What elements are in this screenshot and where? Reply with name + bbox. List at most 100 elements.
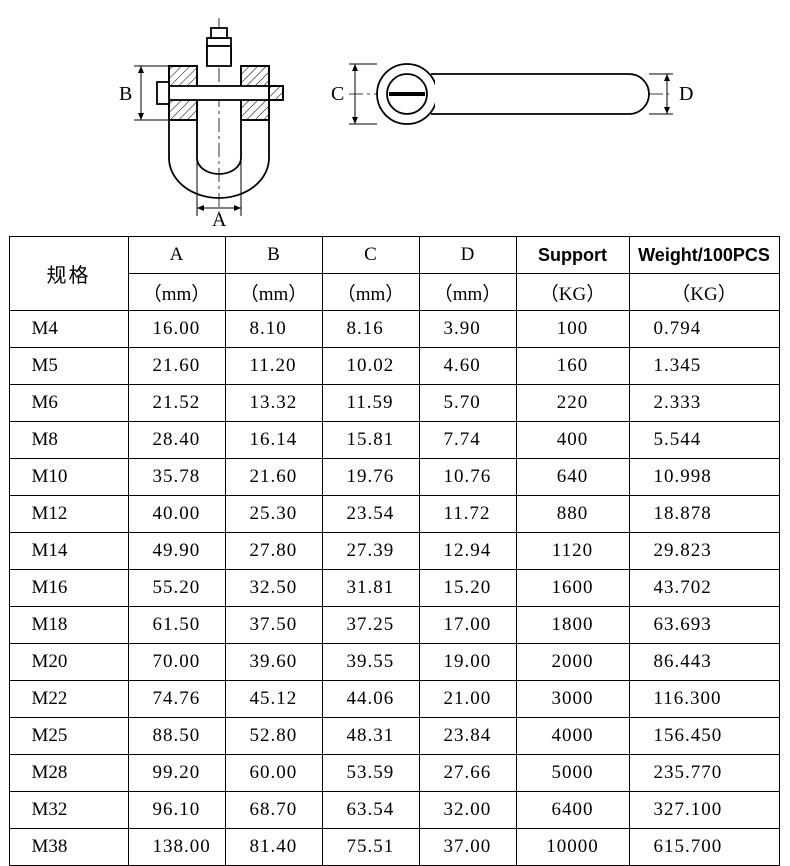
- table-row: M38138.0081.4075.5137.0010000615.700: [9, 829, 779, 866]
- cell-support: 1600: [516, 570, 629, 607]
- cell-spec: M6: [9, 385, 128, 422]
- cell-spec: M4: [9, 311, 128, 348]
- cell-C: 48.31: [322, 718, 419, 755]
- cell-A: 21.60: [128, 348, 225, 385]
- cell-D: 27.66: [419, 755, 516, 792]
- cell-weight: 63.693: [629, 607, 779, 644]
- cell-B: 21.60: [225, 459, 322, 496]
- cell-weight: 5.544: [629, 422, 779, 459]
- table-row: M3296.1068.7063.5432.006400327.100: [9, 792, 779, 829]
- cell-A: 49.90: [128, 533, 225, 570]
- cell-spec: M25: [9, 718, 128, 755]
- cell-D: 7.74: [419, 422, 516, 459]
- cell-C: 44.06: [322, 681, 419, 718]
- cell-D: 11.72: [419, 496, 516, 533]
- table-row: M521.6011.2010.024.601601.345: [9, 348, 779, 385]
- col-D: D: [419, 237, 516, 274]
- col-A: A: [128, 237, 225, 274]
- unit-A: （mm）: [128, 274, 225, 311]
- cell-A: 138.00: [128, 829, 225, 866]
- cell-D: 37.00: [419, 829, 516, 866]
- cell-B: 81.40: [225, 829, 322, 866]
- cell-spec: M14: [9, 533, 128, 570]
- cell-C: 23.54: [322, 496, 419, 533]
- cell-weight: 327.100: [629, 792, 779, 829]
- cell-spec: M12: [9, 496, 128, 533]
- cell-weight: 156.450: [629, 718, 779, 755]
- cell-weight: 43.702: [629, 570, 779, 607]
- cell-C: 19.76: [322, 459, 419, 496]
- unit-B: （mm）: [225, 274, 322, 311]
- cell-support: 6400: [516, 792, 629, 829]
- technical-diagram: B A: [9, 8, 779, 228]
- cell-support: 880: [516, 496, 629, 533]
- cell-D: 12.94: [419, 533, 516, 570]
- cell-C: 63.54: [322, 792, 419, 829]
- cell-support: 1800: [516, 607, 629, 644]
- cell-A: 28.40: [128, 422, 225, 459]
- cell-spec: M10: [9, 459, 128, 496]
- cell-B: 27.80: [225, 533, 322, 570]
- col-weight: Weight/100PCS: [629, 237, 779, 274]
- cell-spec: M5: [9, 348, 128, 385]
- cell-weight: 235.770: [629, 755, 779, 792]
- cell-A: 88.50: [128, 718, 225, 755]
- cell-C: 10.02: [322, 348, 419, 385]
- cell-weight: 2.333: [629, 385, 779, 422]
- spec-table: 规格 A B C D Support Weight/100PCS （mm） （m…: [9, 236, 780, 866]
- cell-weight: 615.700: [629, 829, 779, 866]
- table-header-row-1: 规格 A B C D Support Weight/100PCS: [9, 237, 779, 274]
- dim-label-B: B: [119, 83, 132, 105]
- cell-weight: 18.878: [629, 496, 779, 533]
- cell-D: 4.60: [419, 348, 516, 385]
- cell-weight: 86.443: [629, 644, 779, 681]
- cell-B: 13.32: [225, 385, 322, 422]
- cell-A: 74.76: [128, 681, 225, 718]
- cell-D: 10.76: [419, 459, 516, 496]
- cell-D: 19.00: [419, 644, 516, 681]
- cell-C: 39.55: [322, 644, 419, 681]
- cell-support: 220: [516, 385, 629, 422]
- cell-spec: M28: [9, 755, 128, 792]
- table-row: M416.008.108.163.901000.794: [9, 311, 779, 348]
- cell-C: 8.16: [322, 311, 419, 348]
- cell-support: 5000: [516, 755, 629, 792]
- table-row: M1861.5037.5037.2517.00180063.693: [9, 607, 779, 644]
- cell-D: 21.00: [419, 681, 516, 718]
- cell-weight: 29.823: [629, 533, 779, 570]
- cell-C: 27.39: [322, 533, 419, 570]
- cell-A: 40.00: [128, 496, 225, 533]
- cell-D: 23.84: [419, 718, 516, 755]
- cell-B: 52.80: [225, 718, 322, 755]
- cell-support: 100: [516, 311, 629, 348]
- cell-C: 37.25: [322, 607, 419, 644]
- unit-C: （mm）: [322, 274, 419, 311]
- cell-C: 15.81: [322, 422, 419, 459]
- col-C: C: [322, 237, 419, 274]
- cell-C: 53.59: [322, 755, 419, 792]
- cell-B: 25.30: [225, 496, 322, 533]
- cell-B: 16.14: [225, 422, 322, 459]
- cell-B: 11.20: [225, 348, 322, 385]
- table-row: M1449.9027.8027.3912.94112029.823: [9, 533, 779, 570]
- dim-label-D: D: [679, 83, 693, 105]
- cell-A: 55.20: [128, 570, 225, 607]
- col-B: B: [225, 237, 322, 274]
- cell-spec: M18: [9, 607, 128, 644]
- cell-D: 15.20: [419, 570, 516, 607]
- cell-B: 39.60: [225, 644, 322, 681]
- unit-D: （mm）: [419, 274, 516, 311]
- cell-support: 2000: [516, 644, 629, 681]
- table-row: M2588.5052.8048.3123.844000156.450: [9, 718, 779, 755]
- cell-weight: 10.998: [629, 459, 779, 496]
- cell-weight: 116.300: [629, 681, 779, 718]
- table-row: M2899.2060.0053.5927.665000235.770: [9, 755, 779, 792]
- cell-weight: 1.345: [629, 348, 779, 385]
- cell-B: 8.10: [225, 311, 322, 348]
- col-support: Support: [516, 237, 629, 274]
- cell-D: 5.70: [419, 385, 516, 422]
- cell-support: 10000: [516, 829, 629, 866]
- cell-support: 4000: [516, 718, 629, 755]
- cell-A: 61.50: [128, 607, 225, 644]
- col-spec: 规格: [9, 237, 128, 311]
